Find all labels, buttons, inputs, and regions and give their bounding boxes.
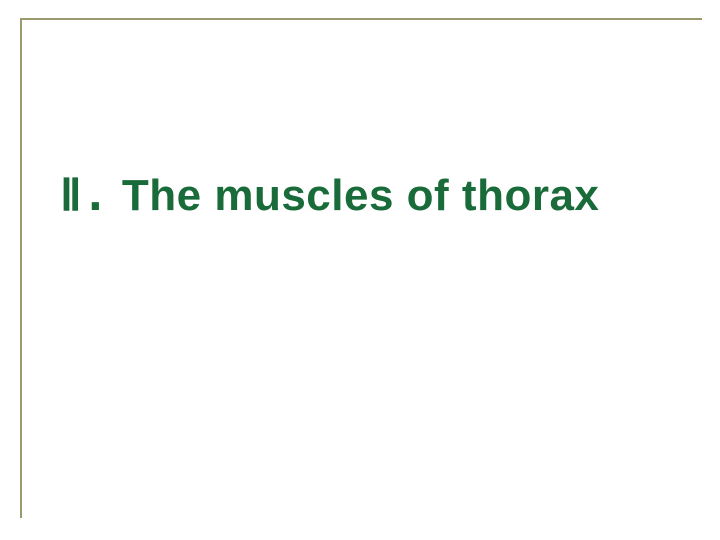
slide-frame-top [20,18,702,20]
slide-heading: Ⅱ. The muscles of thorax [60,170,680,221]
heading-title: The muscles of thorax [122,171,600,220]
heading-numeral: Ⅱ. [60,170,109,221]
slide-frame-left [20,18,22,518]
